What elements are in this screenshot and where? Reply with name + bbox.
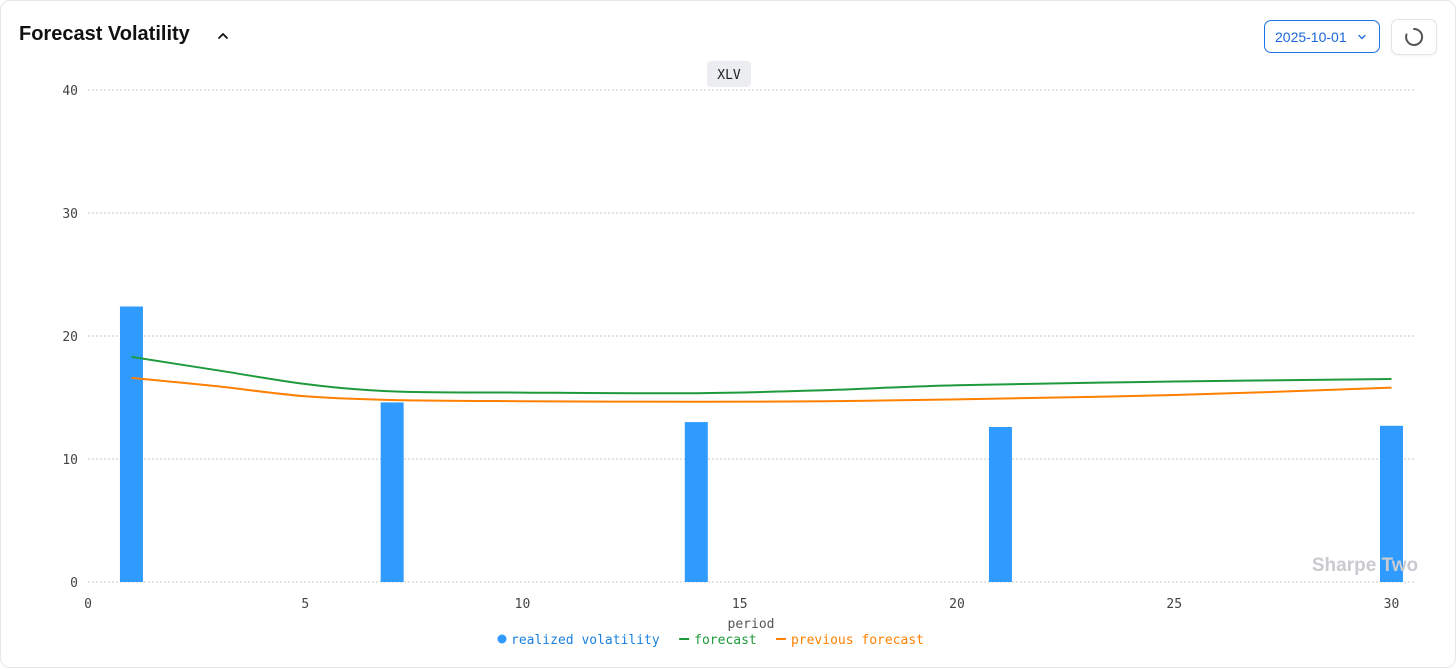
bar-realized-volatility — [684, 422, 708, 582]
legend-label: realized volatility — [511, 633, 660, 648]
watermark: Sharpe Two — [1312, 555, 1418, 576]
tick-labels: 0 10 20 30 40 0 5 10 15 20 25 30 — [62, 84, 1399, 612]
x-axis-label: period — [728, 617, 775, 632]
bars — [119, 306, 1403, 582]
y-tick-label: 20 — [62, 330, 78, 345]
legend-item-previous-forecast[interactable]: previous forecast — [775, 633, 924, 648]
line-forecast — [131, 355, 1392, 395]
legend: realized volatility forecast previous fore… — [497, 633, 924, 648]
legend-label: forecast — [694, 633, 757, 648]
legend-label: previous forecast — [791, 633, 924, 648]
chart-title-badge: XLV — [707, 61, 751, 87]
bar-realized-volatility — [1380, 425, 1403, 582]
x-tick-label: 30 — [1384, 597, 1400, 612]
y-tick-label: 40 — [62, 84, 78, 99]
x-tick-label: 15 — [732, 597, 748, 612]
legend-marker — [497, 634, 507, 644]
collapse-button[interactable] — [213, 26, 233, 46]
date-value: 2025-10-01 — [1275, 28, 1347, 45]
refresh-button[interactable] — [1391, 19, 1437, 55]
y-tick-label: 30 — [62, 207, 78, 222]
x-tick-label: 10 — [515, 597, 531, 612]
x-tick-label: 20 — [949, 597, 965, 612]
lines — [131, 355, 1392, 403]
y-tick-label: 10 — [62, 453, 78, 468]
x-tick-label: 5 — [301, 597, 309, 612]
grid-lines — [88, 89, 1415, 583]
x-tick-label: 25 — [1166, 597, 1182, 612]
page-title: Forecast Volatility — [19, 23, 190, 45]
chart-title: XLV — [717, 68, 741, 83]
bar-realized-volatility — [988, 427, 1012, 582]
legend-item-forecast[interactable]: forecast — [679, 633, 757, 648]
bar-realized-volatility — [119, 306, 143, 582]
bar-realized-volatility — [380, 402, 404, 582]
line-previous-forecast — [131, 376, 1392, 403]
legend-item-realized-volatility[interactable]: realized volatility — [497, 633, 660, 648]
chevron-up-icon — [218, 33, 228, 39]
chevron-down-icon — [1357, 34, 1366, 39]
spinner-icon — [1405, 27, 1424, 46]
y-tick-label: 0 — [70, 576, 78, 591]
x-tick-label: 0 — [84, 597, 92, 612]
date-select[interactable]: 2025-10-01 — [1264, 20, 1380, 53]
